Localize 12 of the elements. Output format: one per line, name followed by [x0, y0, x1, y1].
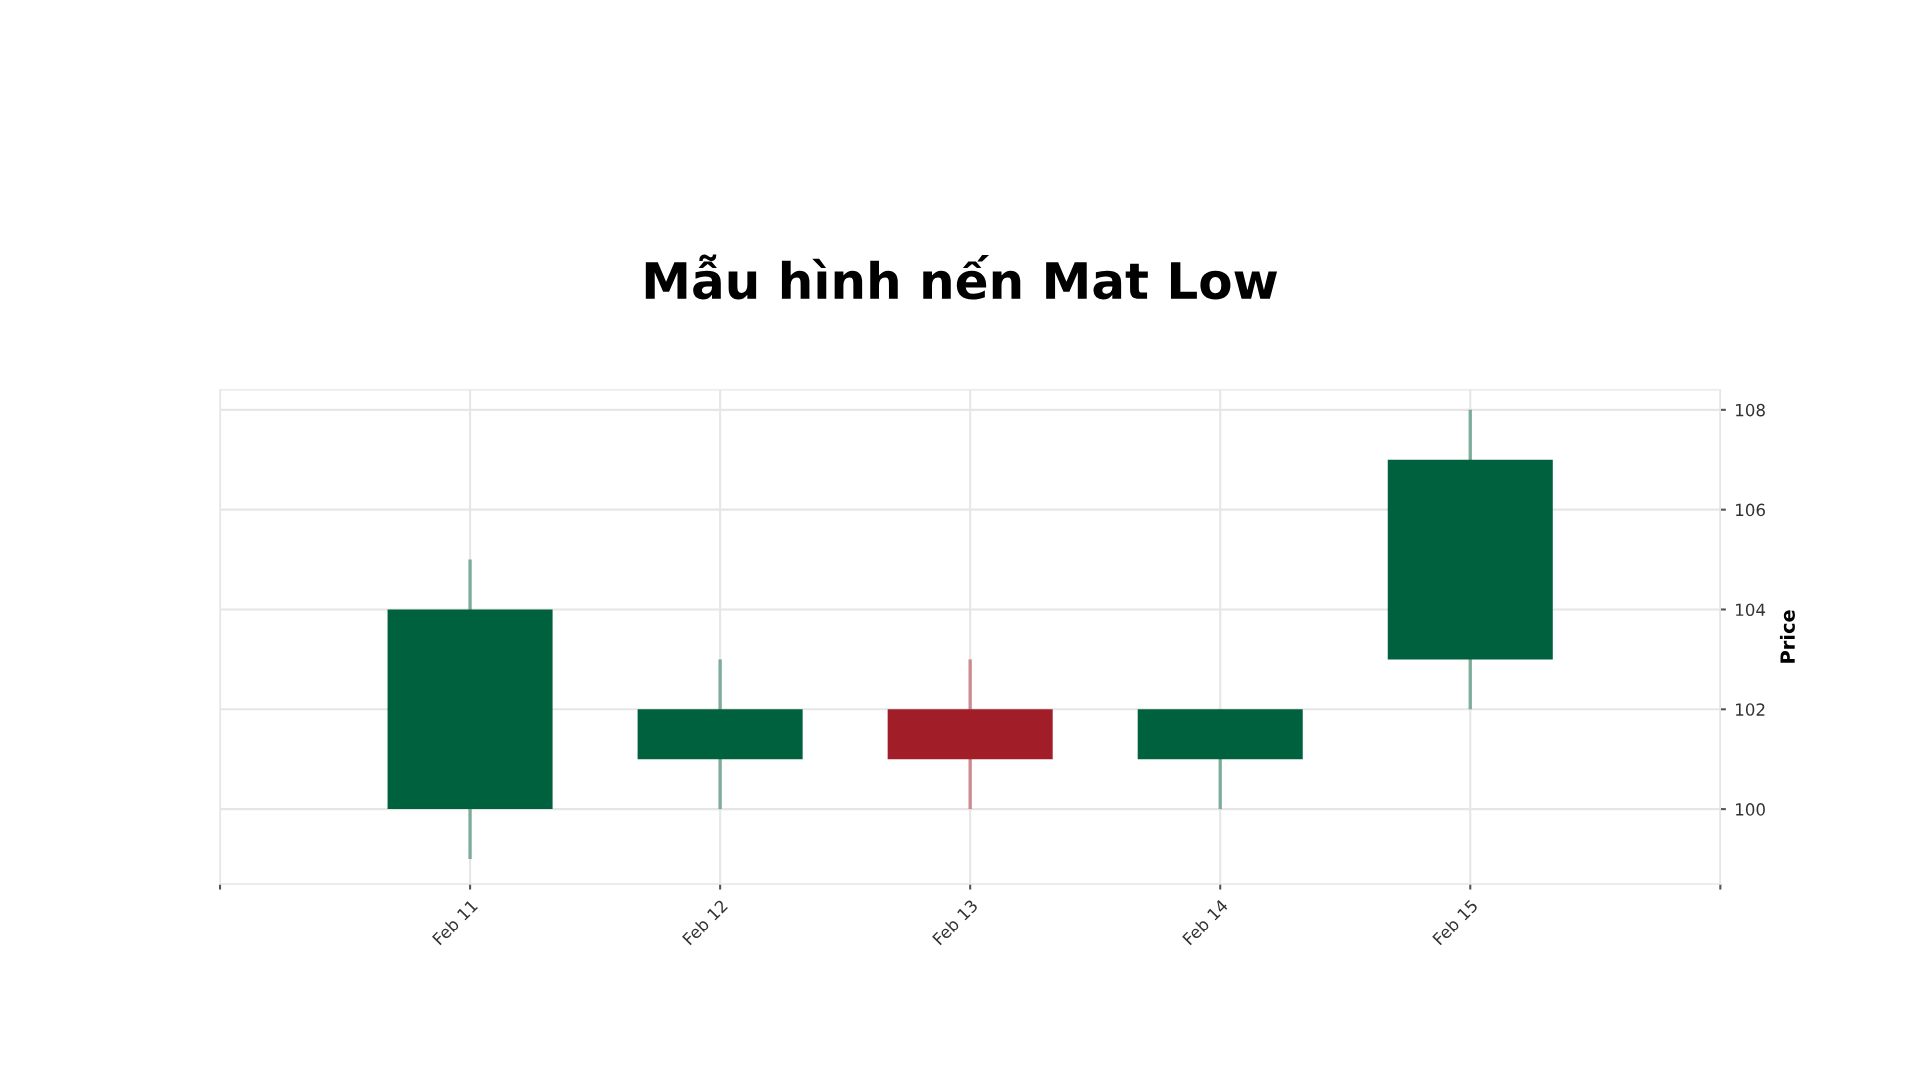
y-tick-label: 104	[1736, 603, 1766, 617]
y-tick-label: 100	[1736, 803, 1765, 816]
x-tick-label: Feb 15	[1431, 898, 1479, 946]
y-tick-label: 102	[1736, 703, 1765, 716]
chart-title: Mẫu hình nến Mat Low	[645, 254, 1278, 300]
x-tick-label: Feb 11	[431, 898, 479, 946]
y-tick-label: 106	[1736, 503, 1765, 517]
x-tick-label: Feb 14	[1181, 898, 1229, 946]
x-tick-label: Feb 13	[931, 898, 979, 946]
y-axis-title: Price	[1779, 610, 1795, 663]
y-tick-label: 108	[1736, 403, 1765, 417]
x-tick-label: Feb 12	[681, 899, 729, 946]
